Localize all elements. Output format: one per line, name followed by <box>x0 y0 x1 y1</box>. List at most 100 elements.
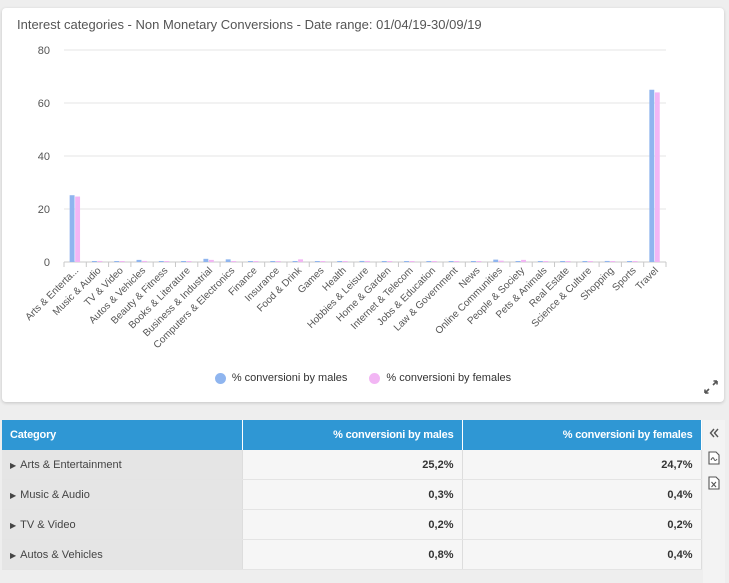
bar-females <box>476 261 482 262</box>
data-table: Category % conversioni by males % conver… <box>2 420 702 570</box>
bar-males <box>604 260 610 262</box>
row-females-value: 24,7% <box>462 450 702 480</box>
bar-females <box>431 261 437 262</box>
bar-females <box>275 261 281 262</box>
bar-males <box>136 259 142 262</box>
bar-males <box>114 261 120 262</box>
export-pdf-button[interactable] <box>707 451 721 465</box>
row-category-cell[interactable]: ▶ TV & Video <box>2 509 243 540</box>
column-header-females[interactable]: % conversioni by females <box>462 420 702 450</box>
bar-females <box>320 261 326 262</box>
row-males-value: 0,2% <box>242 509 463 540</box>
bar-males <box>181 261 187 262</box>
bar-males <box>448 261 454 262</box>
column-header-category[interactable]: Category <box>2 420 243 450</box>
bar-females <box>164 261 170 262</box>
bar-females <box>365 260 370 262</box>
row-category-cell[interactable]: ▶ Autos & Vehicles <box>2 539 243 570</box>
row-males-value: 0,3% <box>242 479 463 510</box>
legend-item-males[interactable]: % conversioni by males <box>214 372 348 384</box>
column-header-males[interactable]: % conversioni by males <box>242 420 463 450</box>
table-row[interactable]: ▶ Autos & Vehicles 0,8% 0,4% <box>2 539 702 570</box>
bar-males <box>470 261 476 262</box>
bar-males <box>359 260 365 262</box>
export-excel-button[interactable] <box>707 476 721 490</box>
legend-swatch-females <box>369 372 381 384</box>
table-row[interactable]: ▶ Music & Audio 0,3% 0,4% <box>2 479 702 510</box>
bar-males <box>337 261 343 262</box>
excel-export-icon <box>708 476 720 490</box>
row-females-value: 0,4% <box>462 479 702 510</box>
bar-females <box>231 261 237 262</box>
expand-icon[interactable] <box>704 380 718 394</box>
bar-males <box>158 261 164 262</box>
bar-males <box>203 258 209 262</box>
bar-females <box>521 259 526 262</box>
chart-title: Interest categories - Non Monetary Conve… <box>17 17 482 32</box>
x-tick-label: Sports <box>610 265 638 293</box>
bar-females <box>654 92 660 263</box>
bar-females <box>119 261 125 262</box>
bar-males <box>582 261 588 262</box>
bar-females <box>253 261 259 262</box>
bar-females <box>409 261 415 262</box>
chart-legend: % conversioni by males % conversioni by … <box>2 372 724 384</box>
bar-females <box>632 261 638 262</box>
caret-right-icon[interactable]: ▶ <box>10 550 17 560</box>
bar-females <box>565 261 571 262</box>
bar-males <box>404 261 409 262</box>
bar-females <box>186 261 192 262</box>
bar-males <box>381 261 387 262</box>
bar-females <box>387 261 393 262</box>
collapse-button[interactable] <box>707 426 721 440</box>
caret-right-icon[interactable]: ▶ <box>10 460 17 470</box>
caret-right-icon[interactable]: ▶ <box>10 490 17 500</box>
legend-label-males: % conversioni by males <box>231 372 348 384</box>
row-females-value: 0,2% <box>462 509 702 540</box>
row-category-cell[interactable]: ▶ Arts & Entertainment <box>2 450 243 480</box>
bar-males <box>493 259 499 262</box>
bar-males <box>426 261 432 262</box>
bar-females <box>498 260 504 262</box>
bar-females <box>142 260 147 262</box>
row-males-value: 0,8% <box>242 539 463 570</box>
bar-females <box>543 261 549 262</box>
double-chevron-left-icon <box>709 428 719 438</box>
bar-males <box>248 261 253 262</box>
legend-label-females: % conversioni by females <box>386 372 512 384</box>
y-tick-label: 0 <box>44 257 50 269</box>
bar-males <box>515 261 521 262</box>
y-tick-label: 20 <box>38 204 50 216</box>
table-row[interactable]: ▶ TV & Video 0,2% 0,2% <box>2 509 702 540</box>
row-category-label: Autos & Vehicles <box>20 548 103 561</box>
pdf-export-icon <box>708 451 720 465</box>
bar-females <box>75 196 81 262</box>
chart-panel: Interest categories - Non Monetary Conve… <box>2 8 724 402</box>
row-category-label: Arts & Entertainment <box>20 458 122 471</box>
bar-females <box>97 260 103 262</box>
bar-males <box>292 261 298 262</box>
bar-males <box>314 261 320 262</box>
data-table-container: Category % conversioni by males % conver… <box>2 420 702 570</box>
row-category-label: TV & Video <box>20 518 76 531</box>
y-tick-label: 80 <box>38 45 50 57</box>
table-side-toolbar <box>703 420 725 583</box>
row-category-label: Music & Audio <box>20 488 90 501</box>
row-category-cell[interactable]: ▶ Music & Audio <box>2 479 243 510</box>
bar-females <box>587 261 593 262</box>
bar-males <box>627 261 632 262</box>
y-tick-label: 40 <box>38 151 50 163</box>
bar-females <box>208 259 214 262</box>
x-tick-label: Travel <box>634 265 661 292</box>
row-females-value: 0,4% <box>462 539 702 570</box>
bar-males <box>560 261 566 262</box>
bar-males <box>69 195 75 262</box>
table-row[interactable]: ▶ Arts & Entertainment 25,2% 24,7% <box>2 450 702 480</box>
row-males-value: 25,2% <box>242 450 463 480</box>
bar-males <box>225 259 231 262</box>
table-header-row: Category % conversioni by males % conver… <box>2 420 702 450</box>
caret-right-icon[interactable]: ▶ <box>10 520 17 530</box>
bar-males <box>270 261 276 262</box>
legend-item-females[interactable]: % conversioni by females <box>369 372 511 384</box>
